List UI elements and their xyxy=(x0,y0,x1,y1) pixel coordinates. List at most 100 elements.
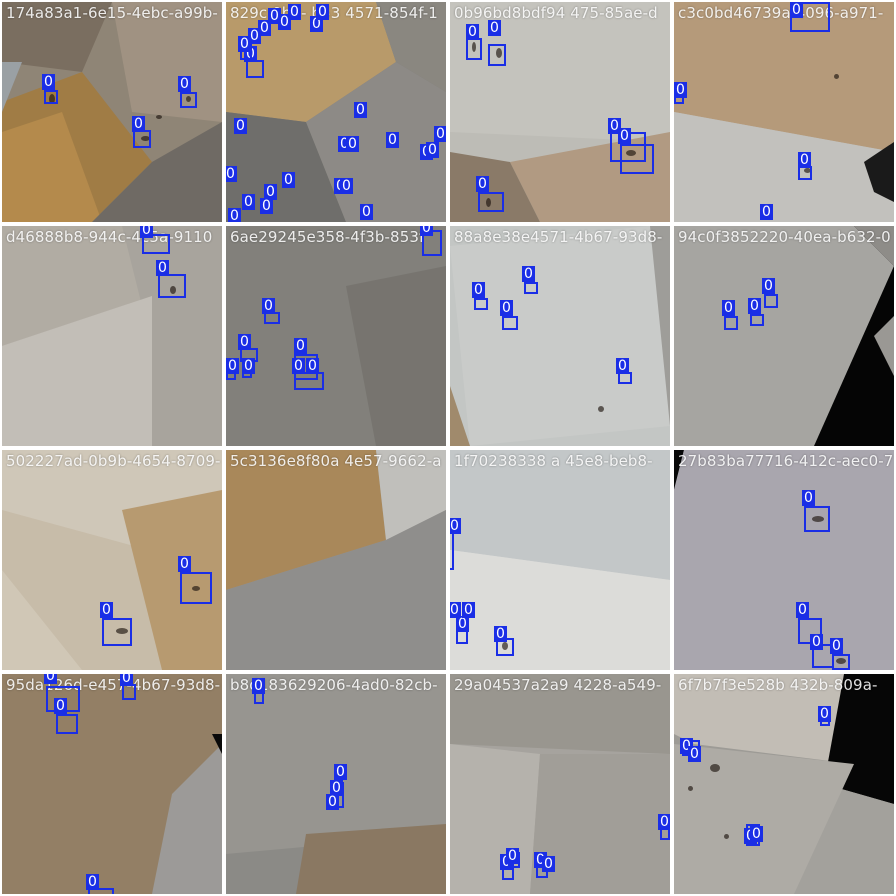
detection-label: 0 xyxy=(760,204,773,220)
detection-label: 0 xyxy=(86,874,99,890)
tile-image xyxy=(450,450,670,670)
detection-box xyxy=(620,144,654,174)
insect-mark xyxy=(598,406,604,412)
detection-label: 0 xyxy=(466,24,479,40)
detection-box xyxy=(294,372,324,390)
image-tile: 829c 0b3- b53 4571-854f-1 0 0 0 0 0 0 0 … xyxy=(226,2,446,222)
detection-label: 0 xyxy=(762,278,775,294)
detection-box xyxy=(750,314,764,326)
detection-label: 0 xyxy=(830,638,843,654)
tile-image xyxy=(674,226,894,446)
detection-label: 0 xyxy=(294,338,307,354)
image-tile: 502227ad-0b9b-4654-8709- 0 0 xyxy=(2,450,222,670)
detection-label: 0 xyxy=(260,198,273,214)
insect-mark xyxy=(812,516,824,522)
detection-label: 0 xyxy=(748,298,761,314)
detection-label: 0 xyxy=(522,266,535,282)
detection-label: 0 xyxy=(234,118,247,134)
detection-label: 0 xyxy=(420,226,433,236)
detection-label: 0 xyxy=(330,780,343,796)
detection-box xyxy=(180,572,212,604)
image-tile: b8d183629206-4ad0-82cb- 0 0 0 0 xyxy=(226,674,446,894)
tile-image xyxy=(2,226,222,446)
detection-box xyxy=(158,274,186,298)
insect-mark xyxy=(836,658,846,664)
insect-mark xyxy=(834,74,839,79)
detection-box xyxy=(133,130,151,148)
insect-mark xyxy=(724,834,729,839)
image-tile: 29a04537a2a9 4228-a549- 0 0 0 0 0 xyxy=(450,674,670,894)
detection-label: 0 xyxy=(132,116,145,132)
insect-mark xyxy=(804,168,811,173)
image-tile: 174a83a1-6e15-4ebc-a99b- 0 0 0 xyxy=(2,2,222,222)
insect-mark xyxy=(626,150,636,156)
detection-label: 0 xyxy=(722,300,735,316)
detection-label: 0 xyxy=(264,184,277,200)
image-tile: c3c0bd46739a 4096-a971- 0 0 0 0 xyxy=(674,2,894,222)
detection-label: 0 xyxy=(818,706,831,722)
detection-label: 0 xyxy=(688,746,701,762)
detection-label: 0 xyxy=(472,282,485,298)
detection-box xyxy=(122,684,136,700)
detection-label: 0 xyxy=(42,74,55,90)
tile-image xyxy=(674,674,894,894)
detection-label: 0 xyxy=(156,260,169,276)
detection-label: 0 xyxy=(456,616,469,632)
detection-label: 0 xyxy=(54,698,67,714)
tile-image xyxy=(226,450,446,670)
detection-label: 0 xyxy=(494,626,507,642)
detection-box xyxy=(466,38,482,60)
detection-box xyxy=(488,44,506,66)
detection-box xyxy=(88,888,114,894)
detection-label: 0 xyxy=(248,28,261,44)
detection-label: 0 xyxy=(334,764,347,780)
detection-label: 0 xyxy=(316,4,329,20)
image-tile: 95da126d-e457-4b67-93d8- 0 0 0 0 xyxy=(2,674,222,894)
detection-label: 0 xyxy=(674,82,687,98)
detection-label: 0 xyxy=(282,172,295,188)
detection-box xyxy=(56,714,78,734)
detection-box xyxy=(142,234,170,254)
tile-image xyxy=(2,2,222,222)
detection-box xyxy=(524,282,538,294)
insect-mark xyxy=(141,136,150,141)
detection-box xyxy=(102,618,132,646)
image-tile: 94c0f3852220-40ea-b632-0 0 0 0 xyxy=(674,226,894,446)
detection-label: 0 xyxy=(488,20,501,36)
detection-label: 0 xyxy=(450,602,461,618)
detection-label: 0 xyxy=(238,334,251,350)
detection-label: 0 xyxy=(790,2,803,18)
detection-label: 0 xyxy=(340,178,353,194)
tile-image xyxy=(2,450,222,670)
detection-label: 0 xyxy=(258,20,271,36)
detection-box xyxy=(764,294,778,308)
detection-label: 0 xyxy=(252,678,265,694)
insect-mark xyxy=(502,642,508,650)
detection-label: 0 xyxy=(450,518,461,534)
detection-label: 0 xyxy=(262,298,275,314)
detection-label: 0 xyxy=(750,826,763,842)
detection-label: 0 xyxy=(100,602,113,618)
insect-mark xyxy=(116,628,128,634)
detection-label: 0 xyxy=(658,814,670,830)
detection-label: 0 xyxy=(618,128,631,144)
insect-mark xyxy=(486,198,491,207)
detection-label: 0 xyxy=(360,204,373,220)
detection-label: 0 xyxy=(228,208,241,222)
detection-label: 0 xyxy=(288,4,301,20)
tile-image xyxy=(226,226,446,446)
detection-label: 0 xyxy=(798,152,811,168)
detection-label: 0 xyxy=(542,856,555,872)
tile-image xyxy=(674,450,894,670)
image-tile: 27b83ba77716-412c-aec0-7 0 0 0 0 xyxy=(674,450,894,670)
detection-label: 0 xyxy=(140,226,153,238)
detection-label: 0 xyxy=(506,848,519,864)
detection-label: 0 xyxy=(178,556,191,572)
image-tile: 6f7b7f3e528b 432b-809a- 0 0 0 0 0 xyxy=(674,674,894,894)
detection-box xyxy=(478,192,504,212)
detection-label: 0 xyxy=(292,358,305,374)
detection-label: 0 xyxy=(386,132,399,148)
detection-label: 0 xyxy=(346,136,359,152)
detection-label: 0 xyxy=(462,602,475,618)
detection-label: 0 xyxy=(802,490,815,506)
